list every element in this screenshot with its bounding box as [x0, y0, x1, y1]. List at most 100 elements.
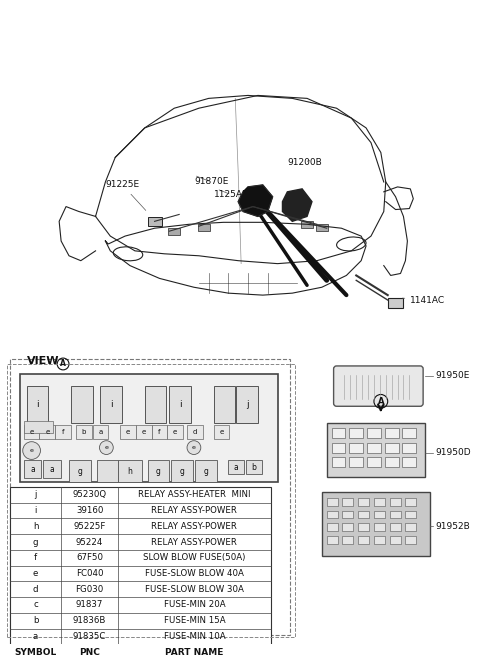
Bar — [385, 457, 398, 467]
Bar — [316, 224, 328, 231]
Bar — [24, 421, 53, 433]
Bar — [76, 425, 92, 439]
Text: g: g — [156, 467, 161, 476]
Text: g: g — [77, 467, 82, 476]
Bar — [43, 460, 61, 478]
Text: A: A — [60, 360, 66, 369]
Text: a: a — [98, 429, 103, 435]
Bar — [10, 487, 271, 655]
Circle shape — [187, 441, 201, 455]
Text: a: a — [50, 465, 55, 474]
Bar — [342, 498, 353, 506]
Bar — [367, 457, 381, 467]
Text: i: i — [110, 400, 113, 409]
Bar — [390, 523, 400, 531]
Bar — [187, 425, 203, 439]
Text: 39160: 39160 — [76, 506, 103, 515]
Text: h: h — [128, 467, 132, 476]
Bar — [93, 425, 108, 439]
Text: f: f — [158, 429, 161, 435]
Bar — [55, 425, 71, 439]
Bar — [228, 460, 244, 474]
Text: i: i — [179, 400, 181, 409]
Bar — [349, 443, 363, 453]
Bar — [148, 217, 162, 226]
Text: e: e — [29, 429, 34, 435]
Bar — [214, 386, 235, 423]
Bar — [342, 536, 353, 544]
Text: h: h — [33, 522, 38, 531]
Bar — [374, 523, 385, 531]
Text: j: j — [246, 400, 248, 409]
Text: 91835C: 91835C — [73, 632, 107, 641]
Bar — [327, 498, 337, 506]
Text: i: i — [36, 400, 39, 409]
Bar — [20, 374, 277, 482]
Text: e: e — [219, 429, 224, 435]
Bar — [390, 498, 400, 506]
Bar — [406, 523, 416, 531]
Text: 91870E: 91870E — [194, 176, 228, 187]
Text: 95230Q: 95230Q — [72, 491, 107, 499]
Bar — [69, 460, 91, 482]
Bar — [71, 386, 93, 423]
Bar — [322, 492, 430, 556]
Bar — [100, 386, 122, 423]
Text: 91950E: 91950E — [435, 371, 469, 381]
Bar — [358, 523, 369, 531]
Text: PART NAME: PART NAME — [165, 648, 224, 655]
Bar — [246, 460, 262, 474]
Text: FUSE-SLOW BLOW 40A: FUSE-SLOW BLOW 40A — [145, 569, 244, 578]
Text: FUSE-SLOW BLOW 30A: FUSE-SLOW BLOW 30A — [145, 585, 244, 593]
Bar — [390, 536, 400, 544]
Text: f: f — [34, 553, 37, 562]
Text: g: g — [180, 467, 184, 476]
Text: 95224: 95224 — [76, 538, 103, 546]
Bar — [327, 510, 337, 518]
Text: 91952B: 91952B — [435, 522, 470, 531]
Bar — [39, 425, 55, 439]
Text: b: b — [33, 616, 38, 626]
Bar — [390, 510, 400, 518]
Text: 91200B: 91200B — [288, 158, 322, 167]
Text: e: e — [30, 448, 34, 453]
Text: PNC: PNC — [79, 648, 100, 655]
Text: e: e — [45, 429, 49, 435]
Text: e: e — [192, 445, 196, 450]
Text: 91836B: 91836B — [73, 616, 107, 626]
Text: i: i — [35, 506, 37, 515]
Text: FG030: FG030 — [75, 585, 104, 593]
Bar — [332, 428, 346, 438]
Bar — [388, 298, 404, 308]
Bar — [402, 443, 416, 453]
Bar — [402, 457, 416, 467]
Bar — [169, 386, 191, 423]
Text: 67F50: 67F50 — [76, 553, 103, 562]
Text: SYMBOL: SYMBOL — [14, 648, 57, 655]
Bar — [342, 523, 353, 531]
Bar — [367, 443, 381, 453]
Text: FUSE-MIN 20A: FUSE-MIN 20A — [164, 601, 225, 610]
Bar — [136, 425, 152, 439]
Text: d: d — [33, 585, 38, 593]
Bar — [327, 536, 337, 544]
Bar — [301, 221, 313, 228]
Text: 91950D: 91950D — [435, 448, 470, 457]
Bar — [358, 536, 369, 544]
Text: RELAY ASSY-POWER: RELAY ASSY-POWER — [152, 522, 237, 531]
Bar — [327, 423, 425, 477]
Text: a: a — [33, 632, 38, 641]
Bar — [214, 425, 229, 439]
Bar — [374, 510, 385, 518]
Bar — [148, 460, 169, 482]
Text: a: a — [30, 465, 35, 474]
Text: 95225F: 95225F — [73, 522, 106, 531]
Text: 1141AC: 1141AC — [402, 295, 445, 305]
Text: FUSE-MIN 15A: FUSE-MIN 15A — [164, 616, 225, 626]
Bar — [24, 460, 41, 478]
Text: VIEW: VIEW — [27, 356, 59, 366]
Text: e: e — [126, 429, 130, 435]
Text: e: e — [173, 429, 177, 435]
Bar — [374, 498, 385, 506]
Text: e: e — [33, 569, 38, 578]
